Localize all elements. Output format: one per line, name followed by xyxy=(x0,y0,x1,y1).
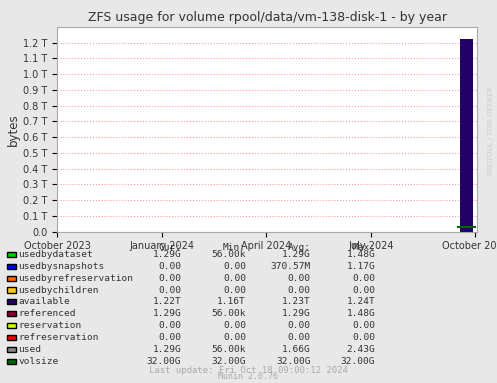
Text: 0.00: 0.00 xyxy=(288,321,311,330)
Text: 1.48G: 1.48G xyxy=(346,309,375,318)
Text: 1.48G: 1.48G xyxy=(346,250,375,259)
Y-axis label: bytes: bytes xyxy=(7,113,20,146)
Text: 0.00: 0.00 xyxy=(223,321,246,330)
Text: 0.00: 0.00 xyxy=(352,333,375,342)
Text: available: available xyxy=(18,297,70,306)
Text: usedbysnapshots: usedbysnapshots xyxy=(18,262,105,271)
Text: 1.29G: 1.29G xyxy=(282,309,311,318)
Text: 32.00G: 32.00G xyxy=(147,357,181,366)
Text: reservation: reservation xyxy=(18,321,82,330)
Text: Munin 2.0.76: Munin 2.0.76 xyxy=(219,372,278,381)
Text: 32.00G: 32.00G xyxy=(212,357,246,366)
Text: 1.66G: 1.66G xyxy=(282,345,311,354)
Text: 1.23T: 1.23T xyxy=(282,297,311,306)
Text: used: used xyxy=(18,345,41,354)
Text: Avg:: Avg: xyxy=(288,243,311,252)
Text: 1.29G: 1.29G xyxy=(282,250,311,259)
Text: volsize: volsize xyxy=(18,357,59,366)
Text: 1.24T: 1.24T xyxy=(346,297,375,306)
Text: 0.00: 0.00 xyxy=(223,285,246,295)
Text: 1.29G: 1.29G xyxy=(153,309,181,318)
Text: 32.00G: 32.00G xyxy=(276,357,311,366)
Text: usedbydataset: usedbydataset xyxy=(18,250,93,259)
Text: 56.00k: 56.00k xyxy=(212,345,246,354)
Text: 0.00: 0.00 xyxy=(223,333,246,342)
Text: 56.00k: 56.00k xyxy=(212,309,246,318)
Text: Max:: Max: xyxy=(352,243,375,252)
Text: 1.16T: 1.16T xyxy=(217,297,246,306)
Text: Cur:: Cur: xyxy=(159,243,181,252)
Text: 1.29G: 1.29G xyxy=(153,250,181,259)
Text: 0.00: 0.00 xyxy=(159,273,181,283)
Text: refreservation: refreservation xyxy=(18,333,99,342)
Text: 0.00: 0.00 xyxy=(352,273,375,283)
Text: 1.17G: 1.17G xyxy=(346,262,375,271)
Text: usedbyrefreservation: usedbyrefreservation xyxy=(18,273,133,283)
Text: 0.00: 0.00 xyxy=(288,285,311,295)
Text: referenced: referenced xyxy=(18,309,76,318)
Text: 2.43G: 2.43G xyxy=(346,345,375,354)
Text: 1.29G: 1.29G xyxy=(153,345,181,354)
Text: 0.00: 0.00 xyxy=(159,333,181,342)
Title: ZFS usage for volume rpool/data/vm-138-disk-1 - by year: ZFS usage for volume rpool/data/vm-138-d… xyxy=(87,11,447,24)
Text: 370.57M: 370.57M xyxy=(270,262,311,271)
Text: 0.00: 0.00 xyxy=(288,333,311,342)
Text: 0.00: 0.00 xyxy=(352,285,375,295)
Text: 0.00: 0.00 xyxy=(159,321,181,330)
Text: 0.00: 0.00 xyxy=(223,262,246,271)
Text: 0.00: 0.00 xyxy=(159,285,181,295)
Text: 0.00: 0.00 xyxy=(352,321,375,330)
Text: 56.00k: 56.00k xyxy=(212,250,246,259)
Text: RRDTOOL / TOBI OETIKER: RRDTOOL / TOBI OETIKER xyxy=(488,86,494,175)
Text: 0.00: 0.00 xyxy=(288,273,311,283)
Text: 1.22T: 1.22T xyxy=(153,297,181,306)
Bar xyxy=(460,39,473,231)
Text: 32.00G: 32.00G xyxy=(341,357,375,366)
Text: Min:: Min: xyxy=(223,243,246,252)
Text: usedbychildren: usedbychildren xyxy=(18,285,99,295)
Text: 0.00: 0.00 xyxy=(223,273,246,283)
Text: 0.00: 0.00 xyxy=(159,262,181,271)
Text: Last update: Fri Oct 18 09:00:12 2024: Last update: Fri Oct 18 09:00:12 2024 xyxy=(149,366,348,375)
